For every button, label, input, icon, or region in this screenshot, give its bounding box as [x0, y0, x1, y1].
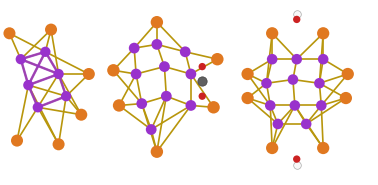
Point [148, 128, 154, 131]
Point [154, 150, 160, 153]
Point [188, 104, 194, 107]
Point [269, 147, 275, 149]
Point [345, 73, 351, 75]
Point [14, 139, 20, 142]
Point [245, 73, 251, 75]
Point [154, 21, 160, 24]
Point [199, 80, 205, 83]
Point [320, 58, 326, 61]
Point [161, 65, 167, 68]
Point [275, 122, 281, 125]
Point [56, 143, 62, 146]
Point [214, 58, 220, 61]
Point [86, 73, 92, 75]
Point [182, 50, 188, 53]
Point [290, 78, 296, 81]
Point [116, 104, 122, 107]
Point [42, 50, 48, 53]
Point [131, 47, 137, 50]
Point [294, 158, 300, 161]
Point [263, 82, 270, 85]
Point [139, 102, 145, 105]
Point [35, 106, 41, 109]
Point [320, 147, 326, 149]
Point [63, 95, 69, 98]
Point [18, 58, 24, 61]
Point [48, 28, 54, 31]
Point [199, 65, 205, 68]
Point [294, 163, 300, 166]
Point [110, 69, 116, 72]
Point [294, 58, 300, 61]
Point [320, 32, 326, 35]
Point [269, 32, 275, 35]
Point [269, 58, 275, 61]
Point [294, 18, 300, 21]
Point [303, 122, 309, 125]
Point [245, 97, 251, 100]
Point [25, 84, 31, 87]
Point [154, 43, 160, 46]
Point [6, 32, 12, 35]
Point [56, 73, 62, 75]
Point [267, 104, 273, 107]
Point [78, 113, 84, 116]
Point [199, 95, 205, 98]
Point [188, 73, 194, 75]
Point [163, 95, 169, 98]
Point [294, 12, 300, 15]
Point [316, 82, 322, 85]
Point [343, 97, 349, 100]
Point [133, 73, 139, 75]
Point [318, 104, 324, 107]
Point [292, 104, 298, 107]
Point [211, 106, 217, 109]
